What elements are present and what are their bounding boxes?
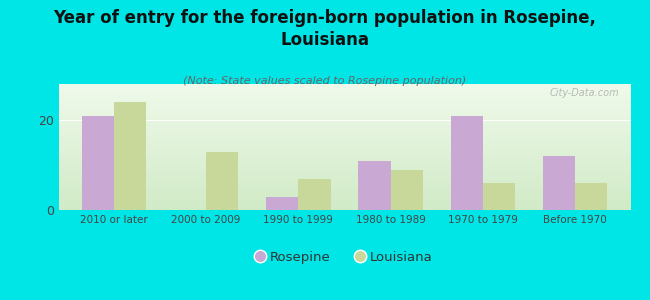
Bar <box>298 178 331 210</box>
Bar <box>483 183 515 210</box>
Bar <box>543 156 575 210</box>
Bar <box>81 116 114 210</box>
Text: Year of entry for the foreign-born population in Rosepine,
Louisiana: Year of entry for the foreign-born popul… <box>53 9 597 49</box>
Bar <box>206 152 239 210</box>
Text: (Note: State values scaled to Rosepine population): (Note: State values scaled to Rosepine p… <box>183 76 467 86</box>
Bar <box>266 196 298 210</box>
Bar <box>358 160 391 210</box>
Text: City-Data.com: City-Data.com <box>549 88 619 98</box>
Legend: Rosepine, Louisiana: Rosepine, Louisiana <box>251 245 438 269</box>
Bar <box>575 183 608 210</box>
Bar <box>114 102 146 210</box>
Bar <box>450 116 483 210</box>
Bar <box>391 169 423 210</box>
